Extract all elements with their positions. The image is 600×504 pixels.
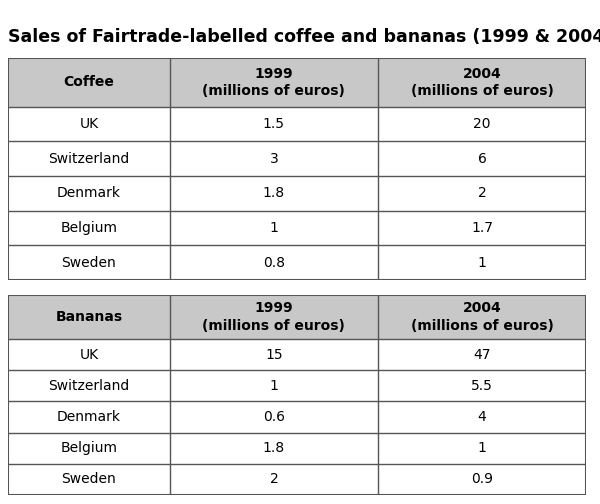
Bar — [8, 432, 170, 464]
Text: Sweden: Sweden — [62, 472, 116, 486]
Text: Bananas: Bananas — [55, 310, 122, 324]
Bar — [170, 142, 378, 176]
Text: 1: 1 — [269, 221, 278, 235]
Text: 1: 1 — [478, 441, 487, 455]
Text: 47: 47 — [473, 348, 491, 361]
Bar — [170, 370, 378, 401]
Text: Switzerland: Switzerland — [48, 152, 130, 166]
Bar — [378, 58, 586, 107]
Text: 20: 20 — [473, 117, 491, 131]
Bar — [8, 464, 170, 495]
Text: 6: 6 — [478, 152, 487, 166]
Bar — [170, 176, 378, 211]
Text: Belgium: Belgium — [61, 441, 118, 455]
Text: 5.5: 5.5 — [471, 379, 493, 393]
Text: UK: UK — [79, 117, 98, 131]
Text: Sales of Fairtrade-labelled coffee and bananas (1999 & 2004): Sales of Fairtrade-labelled coffee and b… — [8, 28, 600, 46]
Bar — [170, 401, 378, 432]
Bar — [8, 211, 170, 245]
Text: 1.8: 1.8 — [263, 441, 285, 455]
Bar — [378, 295, 586, 339]
Bar — [378, 464, 586, 495]
Bar — [378, 245, 586, 280]
Bar — [170, 432, 378, 464]
Bar — [8, 370, 170, 401]
Bar — [170, 211, 378, 245]
Bar — [8, 245, 170, 280]
Bar — [378, 107, 586, 142]
Bar — [378, 401, 586, 432]
Text: 2004
(millions of euros): 2004 (millions of euros) — [410, 301, 553, 333]
Bar — [8, 401, 170, 432]
Text: 1.8: 1.8 — [263, 186, 285, 201]
Text: Denmark: Denmark — [57, 186, 121, 201]
Bar — [170, 107, 378, 142]
Text: Sweden: Sweden — [62, 256, 116, 270]
Bar — [8, 142, 170, 176]
Text: 0.8: 0.8 — [263, 256, 285, 270]
Text: 3: 3 — [269, 152, 278, 166]
Text: 2: 2 — [478, 186, 487, 201]
Bar — [170, 245, 378, 280]
Bar — [378, 370, 586, 401]
Bar — [170, 58, 378, 107]
Bar — [8, 176, 170, 211]
Text: Denmark: Denmark — [57, 410, 121, 424]
Text: Switzerland: Switzerland — [48, 379, 130, 393]
Text: 1: 1 — [478, 256, 487, 270]
Text: 15: 15 — [265, 348, 283, 361]
Bar — [170, 339, 378, 370]
Text: 4: 4 — [478, 410, 487, 424]
Text: 2004
(millions of euros): 2004 (millions of euros) — [410, 67, 553, 98]
Text: 1: 1 — [269, 379, 278, 393]
Text: 1999
(millions of euros): 1999 (millions of euros) — [202, 67, 346, 98]
Text: Coffee: Coffee — [64, 76, 115, 89]
Bar — [378, 211, 586, 245]
Bar — [170, 295, 378, 339]
Text: 0.9: 0.9 — [471, 472, 493, 486]
Bar — [8, 107, 170, 142]
Bar — [8, 339, 170, 370]
Bar — [8, 58, 170, 107]
Text: 1999
(millions of euros): 1999 (millions of euros) — [202, 301, 346, 333]
Bar — [378, 339, 586, 370]
Text: 0.6: 0.6 — [263, 410, 285, 424]
Text: 1.5: 1.5 — [263, 117, 285, 131]
Text: 1.7: 1.7 — [471, 221, 493, 235]
Bar — [378, 176, 586, 211]
Text: Belgium: Belgium — [61, 221, 118, 235]
Text: 2: 2 — [269, 472, 278, 486]
Text: UK: UK — [79, 348, 98, 361]
Bar — [170, 464, 378, 495]
Bar — [378, 142, 586, 176]
Bar — [8, 295, 170, 339]
Bar — [378, 432, 586, 464]
